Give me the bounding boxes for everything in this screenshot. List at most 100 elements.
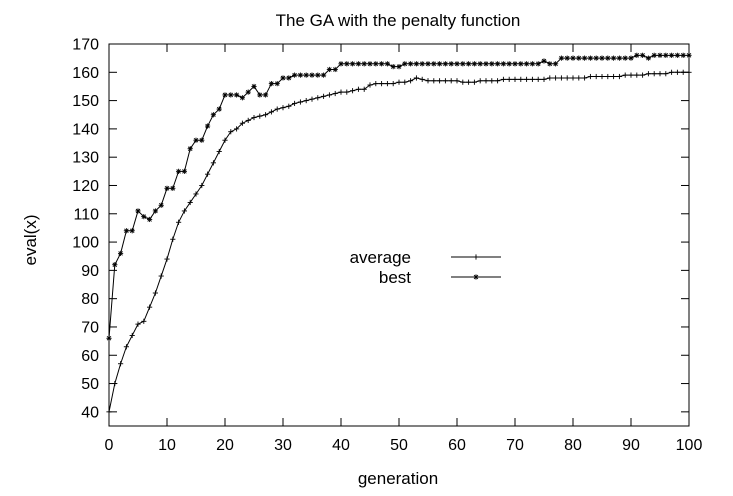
data-point-average [239, 120, 245, 126]
data-point-average [448, 78, 454, 84]
data-point-best [471, 61, 477, 67]
data-point-average [431, 78, 437, 84]
plot-frame [108, 43, 690, 427]
data-point-best [425, 61, 431, 67]
legend-label-average: average [350, 248, 411, 267]
data-point-average [158, 273, 164, 279]
data-point-best [599, 55, 605, 61]
data-point-best [500, 61, 506, 67]
data-point-average [112, 380, 118, 387]
data-point-best [402, 61, 408, 67]
data-point-average [611, 73, 617, 80]
data-point-best [454, 61, 460, 67]
data-point-average [315, 95, 321, 101]
data-point-average [674, 69, 680, 75]
data-point-best [367, 61, 373, 67]
data-point-average [245, 117, 251, 123]
data-point-best [344, 61, 350, 67]
data-point-best [495, 61, 501, 67]
data-point-average [338, 89, 344, 95]
data-point-best [431, 61, 437, 67]
data-point-best [234, 92, 240, 98]
data-point-average [355, 86, 361, 92]
data-point-average [622, 72, 628, 78]
data-point-best [483, 61, 489, 67]
data-point-average [518, 76, 524, 82]
data-point-average [106, 409, 112, 415]
data-point-average [413, 75, 419, 81]
y-tick-label: 150 [72, 93, 99, 110]
data-point-best [396, 64, 402, 70]
data-point-average [321, 93, 327, 99]
data-point-average [350, 88, 356, 94]
data-point-average [535, 76, 541, 82]
data-point-best [309, 72, 315, 78]
data-point-average [686, 69, 692, 75]
data-point-average [634, 72, 640, 78]
data-point-average [582, 75, 588, 81]
data-point-best [576, 55, 582, 61]
data-point-average [205, 171, 211, 177]
data-point-average [628, 72, 634, 78]
y-tick-label: 80 [81, 291, 99, 308]
data-point-best [541, 58, 547, 64]
data-point-best [280, 75, 286, 81]
data-point-best [106, 335, 112, 341]
data-point-average [297, 99, 303, 105]
y-tick-label: 160 [72, 65, 99, 82]
y-tick-label: 90 [81, 263, 99, 280]
data-point-average [564, 75, 570, 81]
data-point-average [344, 89, 350, 95]
series-line-average [108, 71, 689, 412]
data-point-average [593, 73, 599, 80]
data-point-average [384, 81, 390, 87]
y-tick-label: 110 [73, 206, 99, 223]
x-tick-label: 50 [390, 437, 408, 454]
data-point-best [657, 52, 663, 58]
y-tick-label: 40 [81, 404, 99, 421]
data-point-average [309, 96, 315, 102]
data-point-best [257, 92, 263, 98]
data-point-average [234, 126, 240, 132]
data-point-average [500, 76, 506, 82]
data-point-average [152, 290, 158, 296]
data-point-best [123, 228, 129, 234]
data-point-average [669, 69, 675, 75]
data-point-best [251, 83, 257, 90]
data-point-best [158, 202, 164, 208]
x-tick-label: 100 [676, 437, 703, 454]
data-point-best [680, 52, 686, 58]
data-point-best [640, 52, 646, 58]
data-point-best [152, 208, 158, 214]
data-point-best [466, 61, 472, 67]
data-point-average [460, 79, 466, 85]
x-axis-title: generation [358, 469, 438, 488]
data-point-best [564, 55, 570, 61]
data-point-best [674, 52, 680, 58]
data-point-best [448, 61, 454, 67]
y-tick-label: 60 [81, 348, 99, 365]
data-point-average [442, 78, 448, 84]
x-tick-label: 80 [564, 437, 582, 454]
y-axis-ticks: 40 50 60 70 80 90 100 110 120 130 140 150 160 170 [72, 37, 689, 421]
data-point-best [135, 208, 141, 214]
data-point-average [495, 78, 501, 84]
data-point-average [129, 332, 135, 339]
data-point-average [147, 304, 153, 310]
data-point-best [210, 112, 216, 118]
data-point-best [222, 92, 228, 98]
data-point-best [373, 61, 379, 67]
data-point-average [570, 75, 576, 81]
data-point-average [123, 344, 129, 350]
data-point-average [118, 361, 124, 367]
data-point-average [379, 81, 385, 87]
data-point-average [199, 182, 205, 189]
data-point-best [593, 55, 599, 61]
data-point-average [640, 72, 646, 78]
data-point-best [442, 61, 448, 67]
data-point-best [303, 72, 309, 78]
data-point-average [367, 82, 373, 88]
data-point-best [413, 61, 419, 67]
data-point-best [297, 72, 303, 78]
x-axis-ticks: 0 10 20 30 40 50 60 70 80 90 100 [105, 44, 703, 454]
